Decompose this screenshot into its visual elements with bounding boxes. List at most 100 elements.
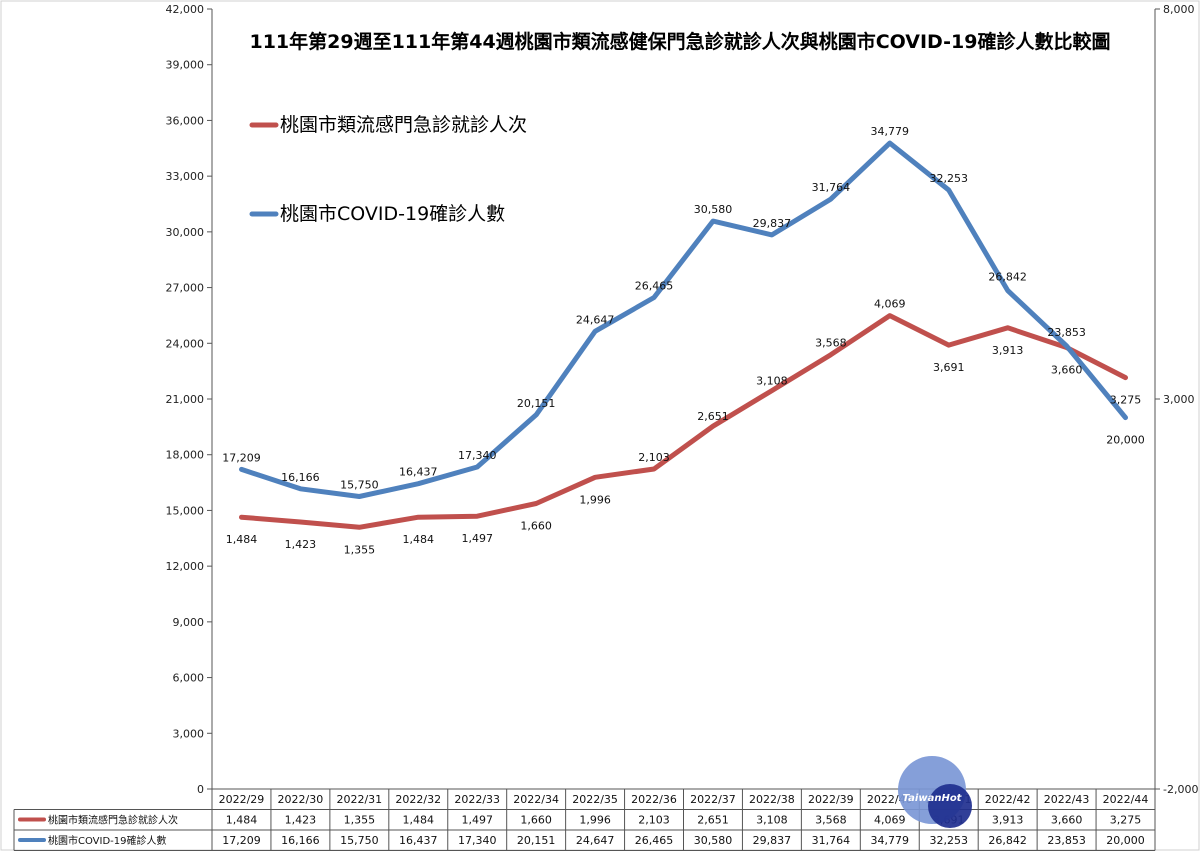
y-tick-label-left: 0 — [197, 783, 204, 796]
table-cell: 3,275 — [1110, 814, 1142, 827]
data-label: 16,166 — [281, 471, 320, 484]
y-tick-label-left: 24,000 — [166, 337, 205, 350]
data-label: 3,568 — [815, 337, 847, 350]
table-cell: 1,484 — [403, 814, 435, 827]
table-cell: 2,103 — [638, 814, 670, 827]
data-label: 31,764 — [812, 181, 851, 194]
data-label: 3,691 — [933, 361, 965, 374]
y-tick-label-left: 6,000 — [173, 672, 205, 685]
watermark: TaiwanHot — [898, 756, 972, 828]
data-label: 3,913 — [992, 344, 1024, 357]
table-cell: 2,651 — [697, 814, 729, 827]
x-tick-label: 2022/30 — [278, 793, 324, 806]
table-cell: 29,837 — [753, 834, 792, 847]
table-cell: 15,750 — [340, 834, 379, 847]
y-tick-label-left: 39,000 — [166, 59, 205, 72]
table-cell: 16,437 — [399, 834, 438, 847]
axes-group: 0 3,000 6,000 9,000 12,000 15,000 18,000 21,000… — [166, 3, 1199, 796]
y-tick-label-right: 3,000 — [1163, 393, 1195, 406]
x-tick-label: 2022/35 — [572, 793, 618, 806]
data-label: 30,580 — [694, 203, 733, 216]
legend-label: 桃園市COVID-19確診人數 — [280, 203, 505, 225]
y-tick-label-left: 36,000 — [166, 114, 205, 127]
series-group — [239, 140, 1128, 530]
data-label: 17,209 — [222, 451, 261, 464]
table-cell: 30,580 — [694, 834, 733, 847]
x-tick-label: 2022/37 — [690, 793, 736, 806]
data-label: 24,647 — [576, 313, 615, 326]
series-line — [239, 313, 1128, 530]
x-tick-label: 2022/43 — [1044, 793, 1090, 806]
y-tick-label-left: 42,000 — [166, 3, 205, 16]
table-cell: 3,108 — [756, 814, 788, 827]
table-cell: 20,000 — [1106, 834, 1145, 847]
data-label: 1,497 — [461, 532, 493, 545]
data-label: 1,996 — [579, 493, 611, 506]
table-cell: 17,340 — [458, 834, 497, 847]
table-cell: 1,497 — [461, 814, 493, 827]
y-tick-label-left: 18,000 — [166, 449, 205, 462]
data-label: 2,651 — [697, 410, 729, 423]
table-cell: 26,465 — [635, 834, 674, 847]
y-tick-label-left: 3,000 — [173, 727, 205, 740]
table-series-name: 桃園市COVID-19確診人數 — [48, 834, 167, 847]
table-cell: 23,853 — [1047, 834, 1086, 847]
data-label: 20,151 — [517, 397, 556, 410]
data-label: 1,423 — [285, 538, 317, 551]
y-tick-label-left: 27,000 — [166, 282, 205, 295]
table-cell: 1,484 — [226, 814, 258, 827]
x-tick-label: 2022/32 — [395, 793, 441, 806]
table-cell: 32,253 — [929, 834, 968, 847]
legend-label: 桃園市類流感門急診就診人次 — [280, 114, 527, 136]
y-tick-label-left: 33,000 — [166, 170, 205, 183]
x-tick-label: 2022/36 — [631, 793, 677, 806]
data-label: 16,437 — [399, 466, 438, 479]
data-label: 26,842 — [988, 271, 1027, 284]
x-tick-label: 2022/39 — [808, 793, 854, 806]
x-tick-label: 2022/33 — [454, 793, 500, 806]
table-cell: 1,355 — [344, 814, 376, 827]
data-label: 1,355 — [344, 543, 376, 556]
table-cell: 20,151 — [517, 834, 556, 847]
x-tick-label: 2022/44 — [1103, 793, 1149, 806]
data-label: 15,750 — [340, 479, 379, 492]
data-label: 3,108 — [756, 375, 788, 388]
table-cell: 3,568 — [815, 814, 847, 827]
y-tick-label-right: 8,000 — [1163, 3, 1195, 16]
y-tick-label-left: 15,000 — [166, 504, 205, 517]
watermark-text: TaiwanHot — [903, 793, 963, 804]
table-cell: 3,913 — [992, 814, 1024, 827]
y-tick-label-left: 21,000 — [166, 393, 205, 406]
chart-title: 111年第29週至111年第44週桃園市類流感健保門急診就診人次與桃園市COVI… — [249, 30, 1110, 53]
data-label: 1,660 — [520, 520, 552, 533]
table-cell: 24,647 — [576, 834, 615, 847]
x-tick-label: 2022/31 — [336, 793, 382, 806]
data-label: 2,103 — [638, 451, 670, 464]
x-tick-label: 2022/42 — [985, 793, 1031, 806]
table-series-name: 桃園市類流感門急診就診人次 — [48, 814, 178, 827]
y-tick-label-left: 30,000 — [166, 226, 205, 239]
table-cell: 17,209 — [222, 834, 261, 847]
data-label: 1,484 — [403, 533, 435, 546]
table-cell: 31,764 — [812, 834, 851, 847]
data-label: 26,465 — [635, 280, 674, 293]
table-cell: 3,660 — [1051, 814, 1083, 827]
table-cell: 26,842 — [988, 834, 1027, 847]
table-cell: 16,166 — [281, 834, 320, 847]
y-tick-label-right: -2,000 — [1163, 783, 1198, 796]
x-tick-label: 2022/34 — [513, 793, 559, 806]
y-tick-label-left: 9,000 — [173, 616, 205, 629]
x-tick-label: 2022/38 — [749, 793, 795, 806]
table-cell: 34,779 — [871, 834, 910, 847]
data-label: 17,340 — [458, 449, 497, 462]
series-line — [239, 140, 1128, 499]
table-cell: 1,996 — [579, 814, 611, 827]
table-cell: 4,069 — [874, 814, 906, 827]
data-label: 29,837 — [753, 217, 792, 230]
data-labels-group: 1,484 1,423 1,355 1,484 1,497 1,660 1,996 2,103… — [222, 125, 1145, 556]
data-label: 34,779 — [871, 125, 910, 138]
